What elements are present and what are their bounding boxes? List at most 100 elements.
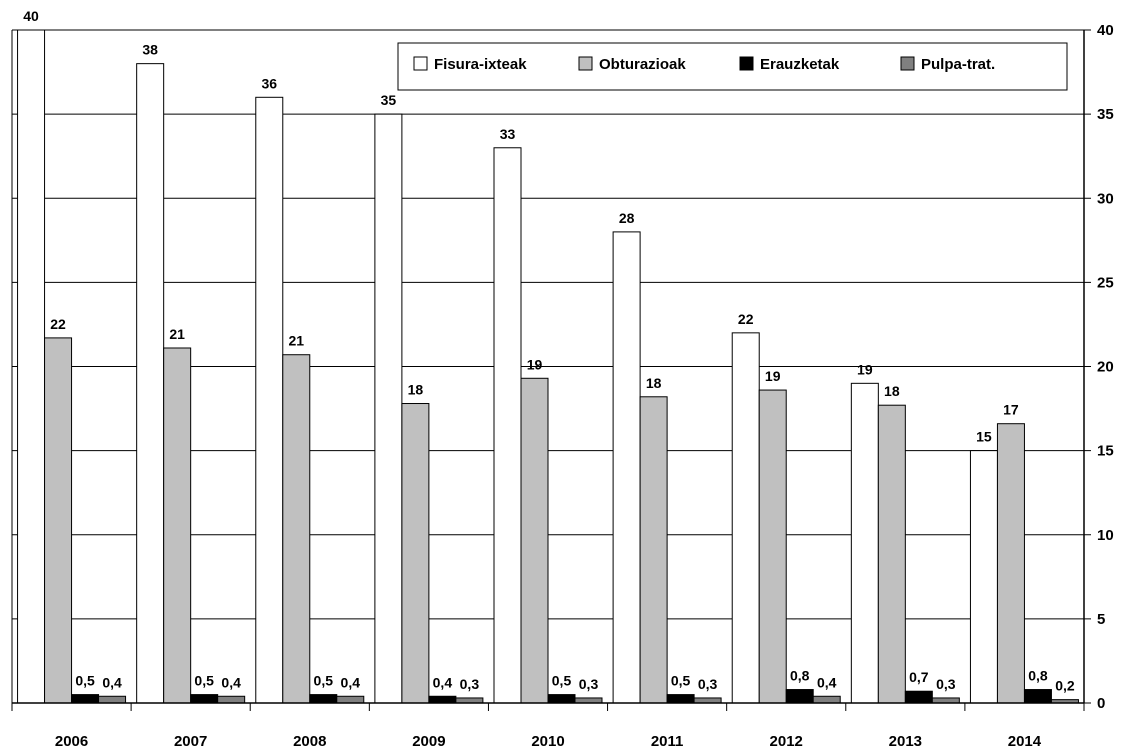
y-tick-label: 35 [1097,106,1114,123]
y-tick-label: 30 [1097,190,1114,207]
data-label: 0,3 [936,676,956,692]
x-tick-label: 2010 [531,733,564,747]
bar [731,332,760,704]
data-label: 0,4 [221,674,241,690]
data-label: 0,5 [194,673,214,689]
x-tick-label: 2012 [770,733,803,747]
y-tick-label: 5 [1097,611,1105,628]
bar [163,347,192,704]
bar [693,697,722,704]
legend-swatch [900,56,915,71]
data-label: 40 [23,8,39,24]
bar [639,396,668,704]
data-label: 18 [408,382,424,398]
data-label: 0,8 [1028,668,1048,684]
bar [374,113,403,704]
data-label: 19 [857,361,873,377]
data-label: 0,5 [75,673,95,689]
x-tick-label: 2014 [1008,733,1042,747]
bar [98,695,127,704]
bar [904,690,933,704]
legend-label: Obturazioak [599,56,686,73]
data-label: 38 [142,42,158,58]
bar [520,377,549,704]
legend: Fisura-ixteak Obturazioak Erauzketak Pulpa-… [397,42,1068,91]
bar [217,695,246,704]
bar [190,694,219,704]
data-label: 0,5 [671,673,691,689]
bar [282,354,311,704]
data-label: 0,4 [817,674,837,690]
x-tick-label: 2013 [889,733,922,747]
data-labels-layer: 40 22 0,5 0,4 38 21 0,5 0,4 36 21 0,5 0,4 35 18 0,4 0,3… [23,8,1075,694]
x-tick-label: 2008 [293,733,326,747]
axes-layer: 0 5 10 15 20 25 30 35 40 2006 2007 2008 2009 2010 2011… [11,22,1114,747]
bar [812,695,841,704]
bar [17,29,46,704]
legend-swatch [739,56,754,71]
data-label: 28 [619,210,635,226]
bar [428,695,457,704]
bar [666,694,695,704]
data-label: 0,3 [579,676,599,692]
x-tick-label: 2009 [412,733,445,747]
data-label: 22 [738,311,754,327]
data-label: 21 [169,326,185,342]
data-label: 0,7 [909,669,929,685]
bar [44,337,73,704]
data-label: 0,8 [790,668,810,684]
y-tick-label: 10 [1097,527,1114,544]
data-label: 19 [527,356,543,372]
data-label: 15 [976,429,992,445]
y-tick-label: 15 [1097,443,1114,460]
bar [309,694,338,704]
bar [758,389,787,704]
data-label: 0,5 [314,673,334,689]
bar [877,404,906,704]
bar [71,694,100,704]
data-label: 18 [646,375,662,391]
bar [1023,689,1052,704]
bar [612,231,641,704]
y-tick-label: 25 [1097,274,1114,291]
bar [493,147,522,704]
data-label: 35 [381,92,397,108]
bar [547,694,576,704]
bar [969,450,998,704]
data-label: 0,2 [1055,678,1075,694]
data-label: 0,4 [433,674,453,690]
legend-swatch [413,56,428,71]
legend-swatch [578,56,593,71]
x-tick-label: 2007 [174,733,207,747]
bar [136,63,165,704]
bars-layer [17,29,1079,704]
data-label: 0,4 [102,674,122,690]
y-tick-label: 40 [1097,22,1114,39]
bar [931,697,960,704]
data-label: 0,4 [341,674,361,690]
legend-label: Pulpa-trat. [921,56,995,73]
legend-label: Fisura-ixteak [434,56,527,73]
data-label: 33 [500,126,516,142]
legend-box [397,42,1068,91]
bar [574,697,603,704]
bar [401,403,430,704]
data-label: 36 [261,75,277,91]
data-label: 21 [288,333,304,349]
data-label: 17 [1003,402,1019,418]
bar [255,96,284,704]
data-label: 22 [50,316,66,332]
y-tick-label: 20 [1097,359,1114,376]
x-tick-label: 2006 [55,733,88,747]
x-tick-label: 2011 [651,733,684,747]
legend-label: Erauzketak [760,56,840,73]
bar [850,382,879,704]
bar [785,689,814,704]
bar [996,423,1025,704]
data-label: 0,3 [460,676,480,692]
bar [336,695,365,704]
y-tick-label: 0 [1097,695,1105,712]
data-label: 19 [765,368,781,384]
bar [455,697,484,704]
